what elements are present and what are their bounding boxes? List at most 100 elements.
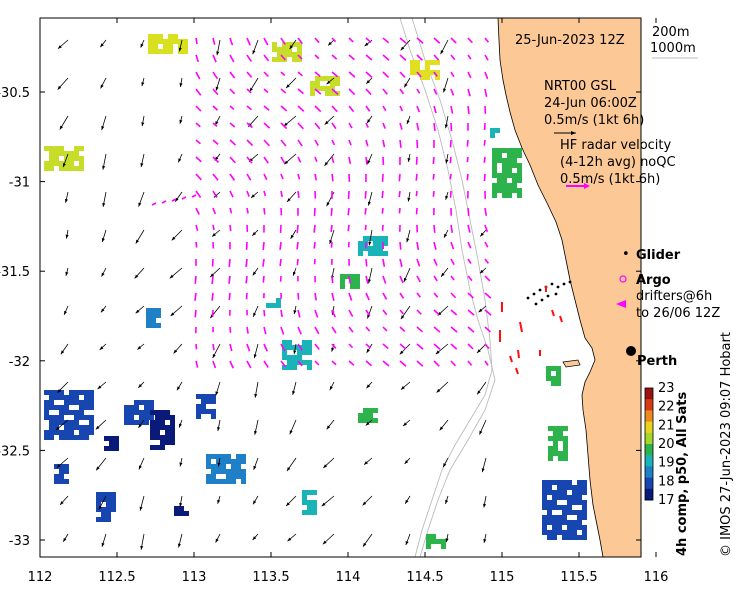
sst-pixel [512,163,517,168]
sst-pixel [153,49,158,54]
radar-arrow [382,258,386,267]
model-arrowhead [404,460,409,464]
sst-pixel [562,485,567,490]
radar-arrow [262,258,265,267]
radar-arrow [297,105,305,112]
drifter-point [550,282,554,286]
sst-pixel [340,284,345,289]
radar-arrow [212,190,218,198]
sst-pixel [287,47,292,52]
radar-arrow [331,326,337,334]
sst-pixel [307,505,312,510]
sst-pixel [206,459,211,464]
sst-pixel [287,360,292,365]
sst-pixel [74,146,79,151]
sst-pixel [546,371,551,376]
sst-pixel [556,366,561,371]
radar-arrow [416,360,424,367]
sst-pixel [241,479,246,484]
sst-pixel [345,274,350,279]
sst-pixel [79,156,84,161]
sst-pixel [134,410,139,415]
sst-pixel [160,410,165,415]
sst-pixel [165,430,170,435]
radar-arrow [450,241,455,250]
radar-arrow [191,194,197,198]
lon-tick-label: 114 [336,570,361,585]
model-arrowhead [368,241,372,246]
sst-pixel [307,340,312,345]
sst-pixel [84,435,89,440]
radar-arrow [382,54,390,61]
sst-pixel [74,151,79,156]
sst-pixel [272,57,277,62]
sst-pixel [101,512,106,517]
radar-arrow [399,139,402,148]
sst-pixel [517,193,522,198]
sst-pixel [378,246,383,251]
sst-pixel [272,47,277,52]
radar-arrow [399,275,404,284]
sst-pixel [59,464,64,469]
model-arrowhead [444,233,448,238]
model-arrowhead [405,499,409,504]
sst-pixel [44,435,49,440]
sst-pixel [563,436,568,441]
sst-pixel [572,490,577,495]
sst-pixel [144,415,149,420]
model-arrowhead [138,423,142,428]
sst-pixel [577,515,582,520]
radar-arrow [416,258,421,267]
radar-arrow [433,37,441,44]
sst-pixel [89,405,94,410]
sst-pixel [552,480,557,485]
sst-pixel [153,34,158,39]
sst-pixel [335,76,340,81]
sst-pixel [330,81,335,86]
lat-tick-label: -30.5 [0,86,30,101]
sst-pixel [297,355,302,360]
sst-pixel [49,390,54,395]
radar-arrow [279,241,282,250]
sst-pixel [226,474,231,479]
model-current-arrows [55,39,487,550]
model-arrowhead [60,501,64,505]
sst-pixel [553,446,558,451]
sst-pixel [577,500,582,505]
radar-arrow [399,309,404,315]
sst-pixel [236,464,241,469]
radar-arrow [280,105,288,112]
model-arrowhead [407,197,411,202]
sst-pixel [49,405,54,410]
sst-pixel [325,91,330,96]
radar-arrow [450,224,454,234]
model-arrowhead [328,41,332,46]
model-arrowhead [403,277,407,282]
sst-pixel [355,274,360,279]
sst-pixel [553,436,558,441]
sst-pixel [201,409,206,414]
map-datetime: 25-Jun-2023 12Z [515,33,625,48]
radar-avg: (4-12h avg) noQC [560,155,676,170]
radar-arrow [433,258,438,266]
radar-arrow [416,105,421,113]
sst-pixel [216,454,221,459]
sst-pixel [111,507,116,512]
sst-pixel [297,42,302,47]
radar-arrow [381,190,384,199]
sst-pixel [64,479,69,484]
sst-pixel [49,156,54,161]
sst-pixel [350,279,355,284]
radar-arrow [297,326,302,335]
sst-pixel [196,404,201,409]
sst-pixel [64,166,69,171]
radar-scale: 0.5m/s (1kt 6h) [560,172,660,187]
sst-pixel [507,148,512,153]
sst-pixel [64,400,69,405]
sst-pixel [241,469,246,474]
radar-arrow [348,71,356,78]
radar-arrow [348,309,354,317]
sst-pixel [160,440,165,445]
sst-pixel [572,485,577,490]
sst-pixel [139,400,144,405]
